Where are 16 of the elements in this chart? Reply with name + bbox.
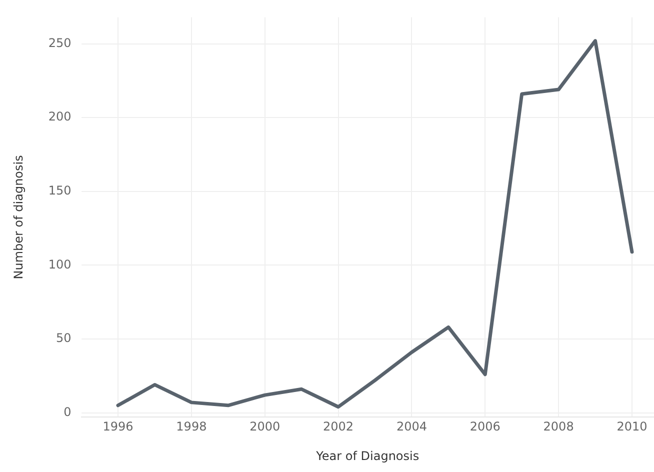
x-tick-label: 1996 (102, 420, 134, 434)
x-tick-label: 2010 (616, 420, 648, 434)
x-axis-title: Year of Diagnosis (315, 448, 420, 463)
x-tick-label: 2002 (323, 420, 354, 434)
y-tick-label: 0 (64, 404, 72, 419)
x-tick-label: 1998 (176, 420, 207, 434)
x-tick-label: 2004 (396, 420, 427, 434)
x-tick-label: 2008 (543, 420, 574, 434)
x-tick-label: 2006 (470, 420, 500, 434)
y-axis-title: Number of diagnosis (11, 155, 26, 280)
y-tick-label: 150 (48, 183, 72, 198)
x-tick-label: 2000 (250, 420, 280, 434)
y-tick-label: 100 (48, 257, 72, 272)
y-tick-label: 200 (48, 110, 72, 124)
y-tick-label: 250 (48, 36, 72, 50)
y-tick-label: 50 (56, 331, 72, 346)
